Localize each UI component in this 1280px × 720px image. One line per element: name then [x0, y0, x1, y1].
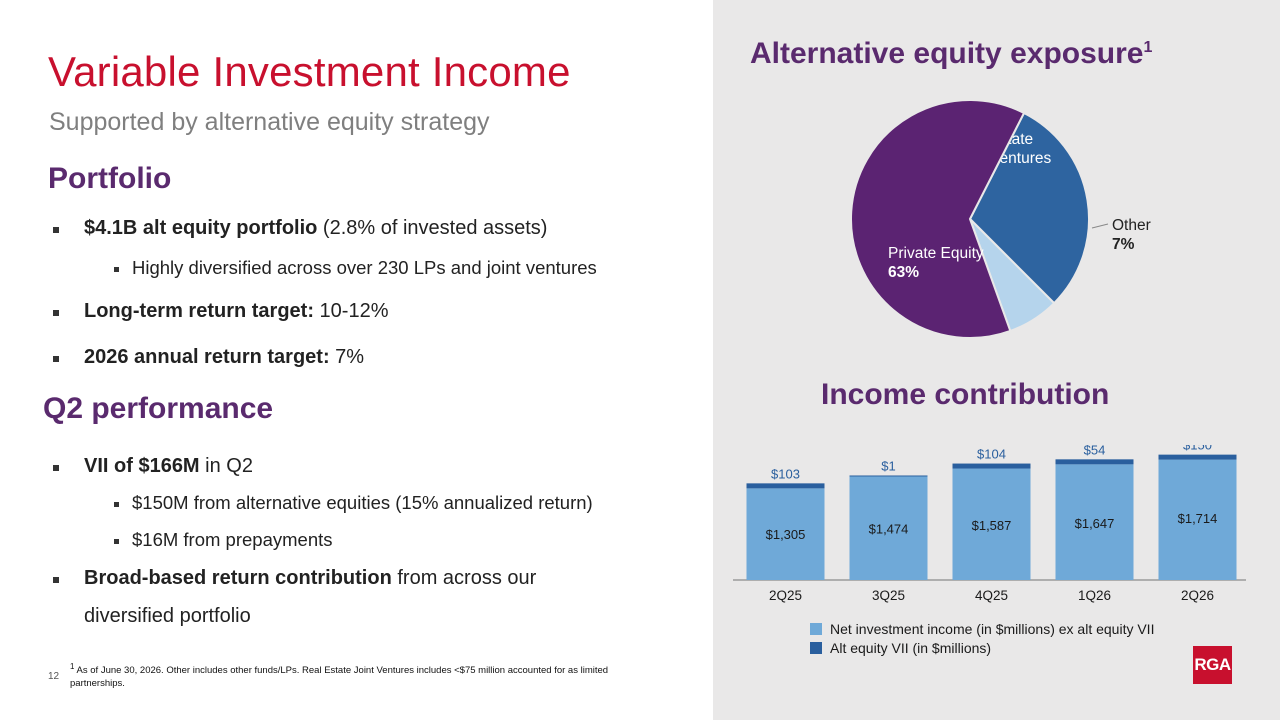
bar-segment-nii: [952, 468, 1031, 580]
x-tick-label: 3Q25: [872, 588, 905, 603]
bullet-bold-text: VII of $166M: [84, 455, 200, 477]
x-tick-label: 2Q26: [1181, 588, 1214, 603]
bullet-bold-text: $4.1B alt equity portfolio: [84, 217, 318, 239]
bullet-text: (2.8% of invested assets): [317, 217, 548, 239]
bar-segment-nii: [1158, 459, 1237, 580]
slide-subtitle: Supported by alternative equity strategy: [49, 108, 490, 136]
legend-swatch: [810, 623, 822, 635]
pie-chart-title: Alternative equity exposure1: [750, 37, 1152, 71]
pie-slice-label: Other: [1112, 217, 1151, 234]
x-tick-label: 4Q25: [975, 588, 1008, 603]
bullet-marker: [53, 577, 59, 583]
performance-bullet-2-line2: diversified portfolio: [84, 605, 251, 627]
legend-label: Net investment income (in $millions) ex …: [830, 621, 1154, 637]
bullet-text: from across our: [391, 567, 537, 589]
footnote-marker: 1: [70, 662, 75, 671]
portfolio-bullet-2: Long-term return target: 10-12%: [53, 300, 389, 323]
bar-chart-title: Income contribution: [821, 378, 1110, 411]
bullet-text: Highly diversified across over 230 LPs a…: [132, 257, 597, 278]
bullet-text: $16M from prepayments: [132, 529, 333, 550]
bullet-bold-text: Long-term return target:: [84, 300, 314, 322]
bullet-marker: [53, 356, 59, 362]
pie-slice-label: Private Equity: [888, 245, 984, 262]
bullet-bold-text: Broad-based return contribution: [84, 567, 392, 589]
legend-swatch: [810, 642, 822, 654]
pie-title-footnote: 1: [1143, 39, 1153, 56]
pie-value-label: 63%: [888, 264, 919, 281]
bar-segment-alt-equity: [746, 483, 825, 489]
content-panel: [0, 0, 713, 720]
performance-sub-bullet-1: $150M from alternative equities (15% ann…: [114, 492, 593, 514]
bar-data-label: $1,474: [869, 521, 909, 536]
bullet-marker: [53, 227, 59, 233]
bullet-text: 7%: [329, 346, 365, 368]
pie-slice: [968, 111, 1090, 305]
bar-data-label: $103: [771, 466, 800, 481]
bar-chart: $1,305 $103 2Q25 $1,474 $1 3Q25 $1,587 $104 4Q25…: [733, 445, 1246, 656]
bar-segment-nii: [849, 476, 928, 580]
bar-data-label: $1,647: [1075, 516, 1115, 531]
footnote: 1 As of June 30, 2026. Other includes ot…: [70, 660, 660, 690]
x-tick-label: 1Q26: [1078, 588, 1111, 603]
bar-data-label: $1,305: [766, 527, 806, 542]
slide-title: Variable Investment Income: [48, 48, 571, 95]
performance-heading: Q2 performance: [43, 392, 274, 425]
performance-bullet-2: Broad-based return contribution from acr…: [53, 567, 537, 590]
portfolio-sub-bullet-1: Highly diversified across over 230 LPs a…: [114, 257, 597, 279]
portfolio-heading: Portfolio: [48, 162, 172, 195]
legend-label: Alt equity VII (in $millions): [830, 640, 991, 656]
bullet-bold-text: 2026 annual return target:: [84, 346, 330, 368]
x-tick-label: 2Q25: [769, 588, 802, 603]
bar-data-label: $54: [1084, 445, 1106, 457]
pie-leader-line: [1091, 223, 1109, 229]
bar-data-label: $1: [881, 458, 895, 473]
performance-bullet-1: VII of $166M in Q2: [53, 455, 253, 478]
page-number: 12: [48, 671, 60, 682]
bullet-text: 10-12%: [314, 300, 389, 322]
portfolio-bullet-1: $4.1B alt equity portfolio (2.8% of inve…: [53, 217, 548, 240]
bullet-marker: [53, 465, 59, 471]
bar-segment-alt-equity: [1158, 454, 1237, 460]
performance-sub-bullet-2: $16M from prepayments: [114, 529, 333, 551]
bullet-marker: [114, 539, 119, 544]
bar-segment-alt-equity: [1055, 459, 1134, 465]
pie-value-label: 7%: [1112, 236, 1135, 253]
footnote-text: As of June 30, 2026. Other includes othe…: [70, 665, 609, 690]
bar-segment-nii: [1055, 464, 1134, 580]
bar-data-label: $104: [977, 447, 1006, 462]
bullet-marker: [53, 310, 59, 316]
bullet-marker: [114, 502, 119, 507]
rga-logo: RGA: [1193, 646, 1232, 684]
bullet-text: $150M from alternative equities (15% ann…: [132, 492, 593, 513]
portfolio-bullet-3: 2026 annual return target: 7%: [53, 346, 365, 369]
bar-data-label: $150: [1183, 445, 1212, 453]
bullet-text: in Q2: [199, 455, 253, 477]
pie-slice: [850, 100, 1026, 339]
bar-data-label: $1,714: [1178, 511, 1218, 526]
bar-segment-nii: [746, 488, 825, 580]
bar-data-label: $1,587: [972, 518, 1012, 533]
pie-title-text: Alternative equity exposure: [750, 37, 1144, 70]
bullet-marker: [114, 267, 119, 272]
bar-segment-alt-equity: [952, 463, 1031, 469]
bar-segment-alt-equity: [849, 475, 928, 477]
